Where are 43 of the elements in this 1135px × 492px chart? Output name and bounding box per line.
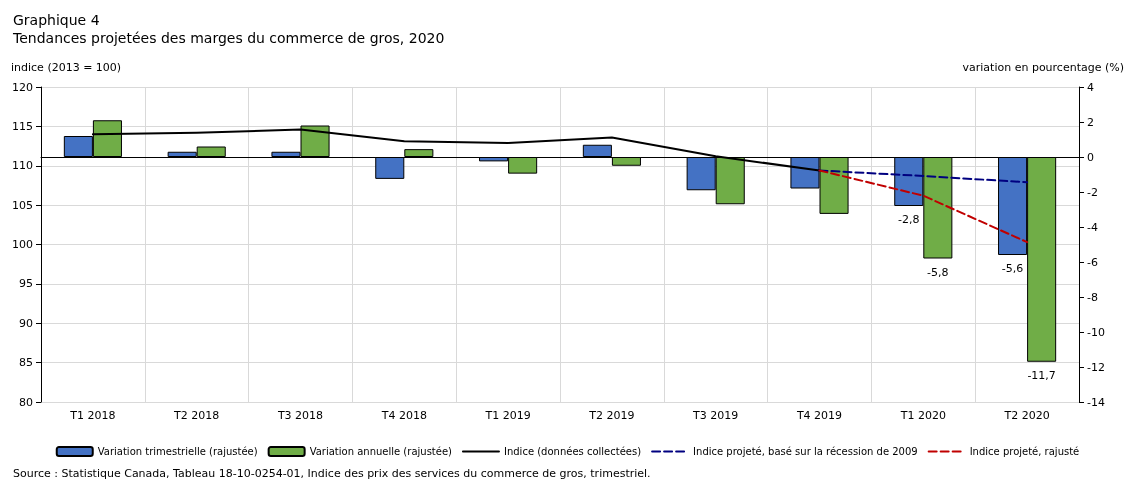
chart-subtitle: Tendances projetées des marges du commerce de gros, 2020 bbox=[12, 30, 445, 46]
x-tick-label: T1 2019 bbox=[484, 409, 531, 422]
x-tick-label: T2 2020 bbox=[1003, 409, 1050, 422]
y2-tick-label: 2 bbox=[1087, 115, 1094, 129]
y-tick-label: 80 bbox=[19, 395, 33, 409]
y2-tick-label: -8 bbox=[1087, 290, 1098, 304]
y-tick-label: 90 bbox=[19, 316, 33, 330]
x-tick-label: T4 2019 bbox=[795, 409, 843, 422]
y-tick-label: 95 bbox=[19, 277, 33, 291]
x-tick-label: T1 2020 bbox=[899, 409, 946, 422]
y-tick-label: 110 bbox=[12, 159, 33, 173]
source-note: Source : Statistique Canada, Tableau 18-10-0254-01, Indice des prix des services du commerce de gros, trimestriel. bbox=[13, 467, 651, 480]
legend-label: Variation annuelle (rajustée) bbox=[309, 446, 453, 457]
data-label: -11,7 bbox=[1027, 368, 1056, 382]
legend-label: Variation trimestrielle (rajustée) bbox=[97, 446, 258, 457]
legend-label: Indice (données collectées) bbox=[503, 446, 642, 457]
x-tick-label: T2 2018 bbox=[173, 409, 220, 422]
y2-tick-label: 4 bbox=[1087, 80, 1094, 94]
x-tick-label: T1 2018 bbox=[69, 409, 116, 422]
y2-tick-label: -12 bbox=[1087, 360, 1105, 374]
x-tick-label: T2 2019 bbox=[588, 409, 635, 422]
legend-label: Indice projeté, basé sur la récession de 2009 bbox=[693, 446, 918, 457]
y2-tick-label: -4 bbox=[1087, 220, 1098, 234]
data-label: -5,8 bbox=[927, 265, 949, 279]
y-tick-label: 85 bbox=[19, 356, 33, 370]
x-tick-label: T3 2018 bbox=[276, 409, 324, 422]
x-tick-label: T4 2018 bbox=[380, 409, 427, 422]
data-label: -2,8 bbox=[898, 213, 920, 226]
y2-axis-title: variation en pourcentage (%) bbox=[962, 61, 1124, 74]
y2-tick-label: -6 bbox=[1087, 255, 1098, 269]
y2-tick-label: -10 bbox=[1087, 325, 1105, 339]
y-tick-label: 105 bbox=[12, 198, 33, 212]
data-label: -5,6 bbox=[1001, 262, 1024, 275]
y-tick-label: 100 bbox=[12, 238, 33, 251]
y2-tick-label: -2 bbox=[1087, 185, 1098, 199]
legend-label: Indice projeté, rajusté bbox=[969, 446, 1080, 457]
chart-title: Graphique 4 bbox=[13, 12, 100, 28]
y-tick-label: 120 bbox=[12, 80, 33, 94]
x-tick-label: T3 2019 bbox=[692, 409, 739, 422]
y2-tick-label: 0 bbox=[1087, 150, 1094, 164]
y-axis-title: indice (2013 = 100) bbox=[11, 61, 122, 74]
y-tick-label: 115 bbox=[12, 119, 33, 133]
y2-tick-label: -14 bbox=[1087, 395, 1105, 409]
